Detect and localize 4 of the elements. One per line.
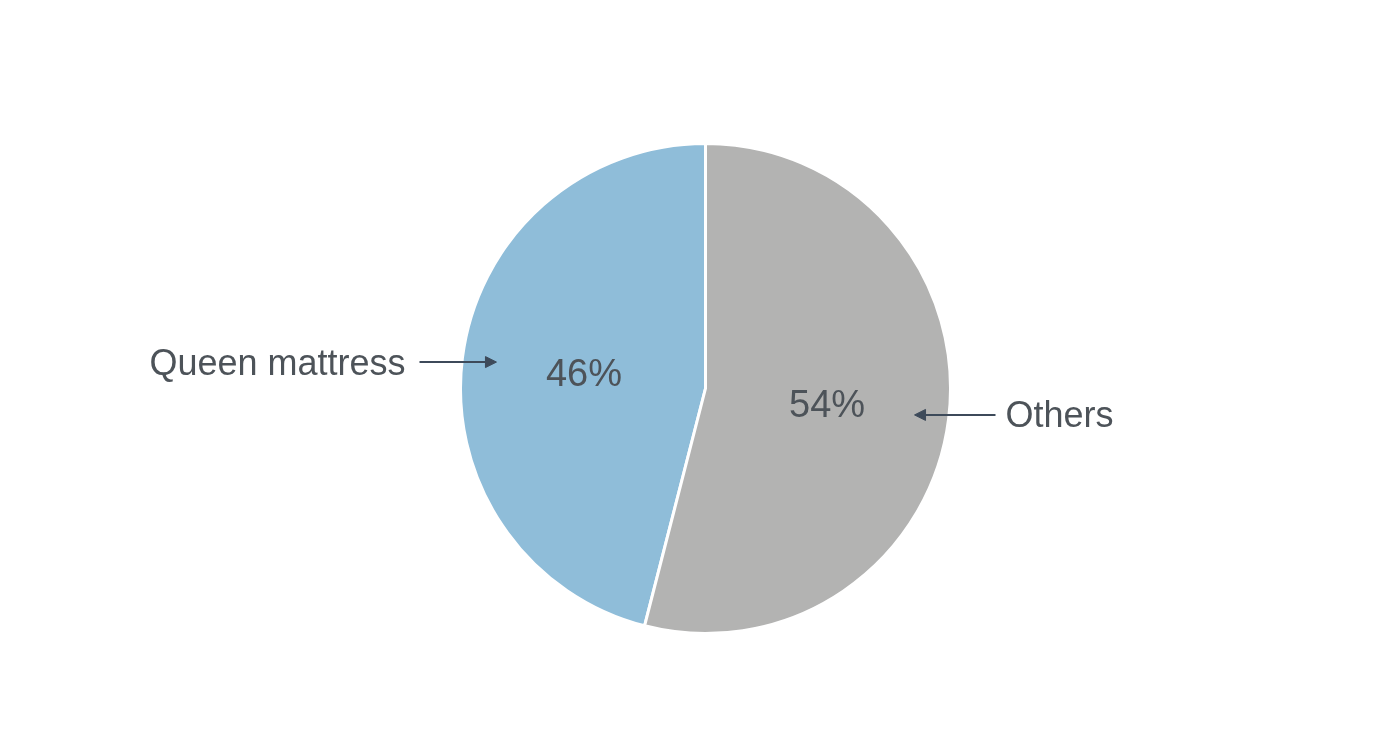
data-label: 54%: [789, 382, 866, 425]
slice-label: Others: [1005, 394, 1114, 436]
data-label: 46%: [545, 352, 622, 395]
slice-label: Queen mattress: [149, 341, 406, 383]
